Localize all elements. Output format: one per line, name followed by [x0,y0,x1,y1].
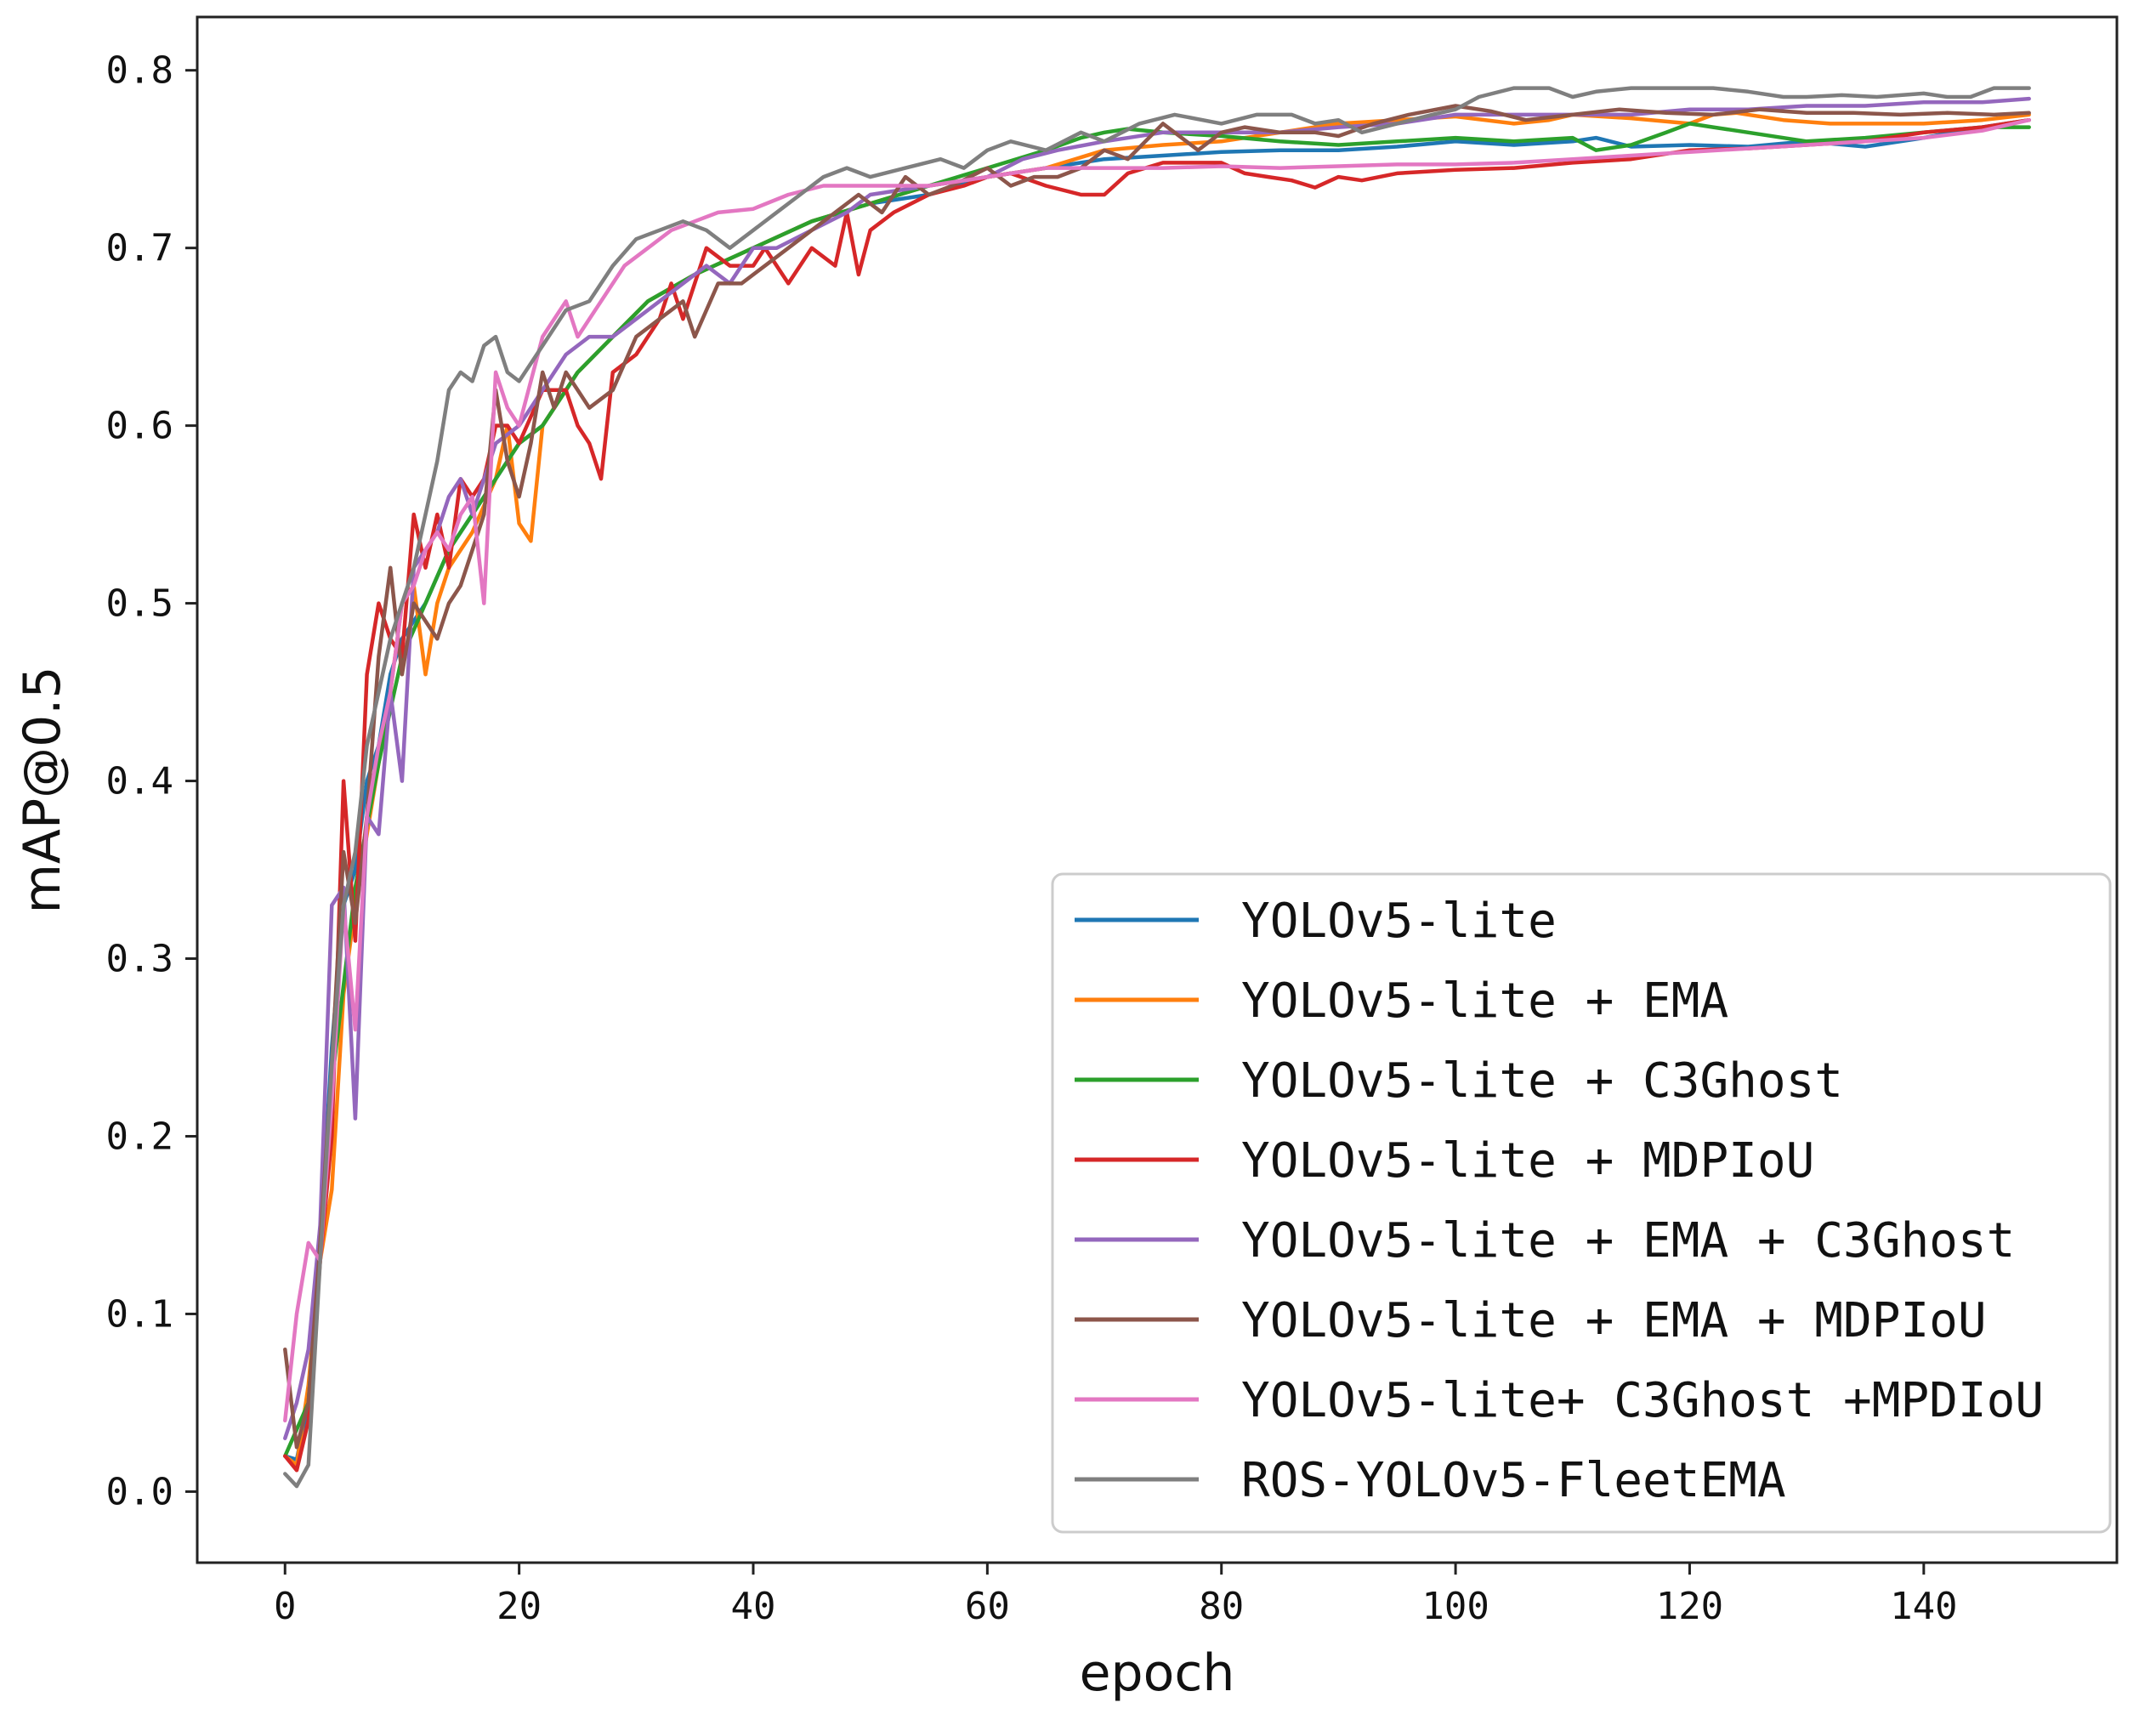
x-tick-label: 0 [274,1585,297,1628]
y-tick-label: 0.8 [106,49,173,93]
x-axis-label: epoch [1080,1643,1235,1703]
legend-box [1051,872,2112,1534]
y-tick-label: 0.3 [106,938,173,981]
y-axis-label: mAP@0.5 [13,666,72,913]
x-tick-label: 120 [1656,1585,1723,1628]
legend-label: YOLOv5-lite+ C3Ghost +MPDIoU [1241,1373,2044,1428]
y-tick-label: 0.4 [106,760,173,803]
x-tick-label: 20 [496,1585,542,1628]
x-tick-label: 100 [1421,1585,1489,1628]
x-tick-label: 140 [1890,1585,1957,1628]
legend-label: ROS-YOLOv5-FleetEMA [1241,1453,1786,1508]
y-tick-label: 0.2 [106,1115,173,1158]
series-line-8 [283,86,2031,1489]
x-tick-label: 80 [1199,1585,1244,1628]
y-tick-label: 0.7 [106,227,173,270]
series-line-5 [283,96,2031,1440]
legend-label: YOLOv5-lite + EMA + MDPIoU [1241,1293,1987,1348]
y-tick-label: 0.1 [106,1292,173,1336]
plot-frame [196,15,2119,1564]
legend: YOLOv5-lite YOLOv5-lite + EMA YOLOv5-lite … [1051,872,2112,1534]
legend-label: YOLOv5-lite [1241,894,1557,949]
y-tick-label: 0.6 [106,405,173,448]
y-tick-label: 0.5 [106,582,173,626]
y-axis-ticks: 0.0 0.1 0.2 0.3 0.4 0.5 0.6 0.7 0.8 [106,49,197,1513]
series-line-4 [283,117,2031,1473]
series-layer [283,86,2031,1489]
y-tick-label: 0.0 [106,1470,173,1513]
legend-label: YOLOv5-lite + C3Ghost [1241,1053,1843,1109]
series-line-6 [283,104,2031,1450]
x-axis-ticks: 0 20 40 60 80 100 120 140 [274,1563,1958,1628]
legend-label: YOLOv5-lite + EMA + C3Ghost [1241,1213,2015,1268]
series-line-7 [283,117,2031,1423]
x-tick-label: 40 [731,1585,776,1628]
x-tick-label: 60 [965,1585,1010,1628]
legend-label: YOLOv5-lite + MDPIoU [1241,1133,1814,1189]
legend-label: YOLOv5-lite + EMA [1241,973,1728,1029]
